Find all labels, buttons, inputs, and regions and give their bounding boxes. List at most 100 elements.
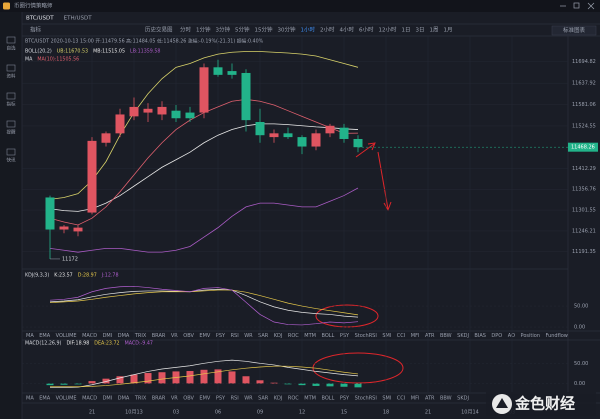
timeframe[interactable]: 1周 (430, 27, 439, 34)
sidebar-label[interactable]: 指标 (7, 101, 16, 108)
indicator-tab[interactable]: RSI (231, 396, 239, 402)
indicator-line (50, 365, 359, 388)
indicator-tab[interactable]: OBV (183, 396, 194, 402)
indicator-tab[interactable]: MTM (304, 396, 316, 402)
timeframe[interactable]: 6小时 (359, 26, 374, 34)
symbol-tab[interactable]: ETH/USDT (64, 16, 93, 22)
indicator-tab[interactable]: VOLUME (56, 396, 77, 402)
indicator-tab[interactable]: StochRSI (355, 333, 377, 339)
macd-bar (228, 371, 236, 384)
indicator-tab[interactable]: ATR (425, 396, 435, 402)
indicator-tab[interactable]: EMA (39, 333, 50, 339)
timeframe[interactable]: 分时 (180, 26, 192, 34)
y-tick-label: 11191.35 (572, 249, 596, 255)
indicator-tab[interactable]: PSY (216, 396, 226, 402)
indicator-tab[interactable]: MACD (82, 396, 97, 402)
indicator-tab[interactable]: ATR (425, 333, 435, 339)
y-tick-label: 0.00 (574, 381, 585, 387)
indicator-tab[interactable]: PSY (216, 333, 226, 339)
indicator-tab[interactable]: DMA (118, 333, 130, 339)
indicator-tab[interactable]: SKDJ (457, 333, 469, 339)
indicator-tab[interactable]: BOLL (321, 333, 334, 339)
indicator-tab[interactable]: SAR (258, 396, 269, 402)
timeframe[interactable]: 1日 (402, 27, 411, 34)
timeframe[interactable]: 1小时 (301, 26, 316, 34)
toolbar-item[interactable]: 指标 (30, 26, 42, 34)
indicator-tab[interactable]: BRAR (152, 333, 166, 339)
indicator-tab[interactable]: ROC (288, 333, 299, 339)
indicator-tab[interactable]: Position (521, 333, 540, 339)
sidebar-icon[interactable] (6, 92, 16, 100)
timeframe[interactable]: 30分钟 (278, 26, 296, 34)
timeframe[interactable]: 3日 (416, 27, 425, 34)
sidebar-label[interactable]: 自选 (7, 45, 16, 52)
indicator-tab[interactable]: BOLL (321, 396, 334, 402)
indicator-tab[interactable]: CCI (397, 333, 405, 339)
indicator-tab[interactable]: TRIX (134, 333, 147, 339)
indicator-tab[interactable]: Fundflow (545, 333, 567, 339)
indicator-tab[interactable]: MACD (82, 333, 97, 339)
sidebar-icon[interactable] (6, 64, 16, 72)
y-tick-label: 50.00 (574, 304, 588, 310)
indicator-tab[interactable]: VOLUME (56, 333, 77, 339)
indicator-tab[interactable]: MTM (304, 333, 316, 339)
indicator-tab[interactable]: PSY (340, 333, 350, 339)
indicator-tab[interactable]: DPO (491, 333, 502, 339)
symbol-tab[interactable]: BTC/USDT (26, 16, 54, 22)
indicator-tab[interactable]: SKDJ (457, 396, 469, 402)
window-controls[interactable] (560, 2, 595, 10)
indicator-tab[interactable]: CCI (397, 396, 405, 402)
indicator-tab[interactable]: StochRSI (355, 396, 377, 402)
indicator-tab[interactable]: OBV (183, 333, 194, 339)
timeframe[interactable]: 12小时 (379, 26, 397, 34)
indicator-tab[interactable]: KDJ (274, 333, 283, 339)
timeframe[interactable]: 3分钟 (216, 26, 231, 34)
indicator-tab[interactable]: DMI (103, 333, 113, 339)
indicator-tab[interactable]: EMA (39, 396, 50, 402)
indicator-tab[interactable]: EMV (199, 333, 210, 339)
sidebar-label[interactable]: 资料 (7, 73, 16, 80)
indicator-tab[interactable]: EMV (199, 396, 210, 402)
timeframe[interactable]: 1月 (444, 27, 453, 34)
indicator-tab[interactable]: MA (26, 333, 34, 339)
indicator-tab[interactable]: VR (171, 333, 178, 339)
indicator-tab[interactable]: WR (244, 396, 253, 402)
candle-body (199, 67, 209, 113)
indicator-tab[interactable]: MA (26, 396, 34, 402)
indicator-tab[interactable]: MFI (411, 333, 420, 339)
indicator-tab[interactable]: RSI (231, 333, 239, 339)
indicator-tab[interactable]: WR (244, 333, 253, 339)
candle-body (339, 127, 349, 139)
indicator-tab[interactable]: MFI (411, 396, 420, 402)
candle-body (213, 67, 223, 75)
timeframe[interactable]: 2小时 (320, 26, 335, 34)
indicator-tab[interactable]: BBW (440, 333, 452, 339)
toolbar-item[interactable]: 历史交易图 (145, 26, 173, 34)
indicator-tab[interactable]: DMI (103, 396, 113, 402)
timeframe[interactable]: 1分钟 (196, 26, 211, 34)
indicator-tab[interactable]: PSY (340, 396, 350, 402)
timeframe[interactable]: 15分钟 (255, 26, 273, 34)
indicator-tab[interactable]: TRIX (134, 396, 147, 402)
indicator-tab[interactable]: DMA (118, 396, 130, 402)
indicator-tab[interactable]: SMI (382, 333, 391, 339)
chart-style-button[interactable] (551, 25, 597, 36)
timeframe[interactable]: 4小时 (340, 26, 355, 34)
sidebar-icon[interactable] (6, 148, 16, 156)
watermark-text: 金色财经 (514, 395, 575, 413)
indicator-tab[interactable]: AO (508, 333, 515, 339)
timeframe[interactable]: 5分钟 (235, 26, 250, 34)
sidebar-label[interactable]: 提醒 (7, 129, 16, 136)
indicator-tab[interactable]: VR (171, 396, 178, 402)
indicator-tab[interactable]: BIAS (474, 333, 486, 339)
indicator-tab[interactable]: SAR (258, 333, 269, 339)
indicator-tab[interactable]: KDJ (274, 396, 283, 402)
indicator-tab[interactable]: BRAR (152, 396, 166, 402)
sidebar-label[interactable]: 快讯 (7, 157, 16, 164)
sidebar-icon[interactable] (6, 120, 16, 128)
indicator-tab[interactable]: SMI (382, 396, 391, 402)
chart-style[interactable]: 标准图表 (563, 26, 586, 34)
sidebar-icon[interactable] (6, 36, 16, 44)
indicator-tab[interactable]: BBW (440, 396, 452, 402)
indicator-tab[interactable]: ROC (288, 396, 299, 402)
